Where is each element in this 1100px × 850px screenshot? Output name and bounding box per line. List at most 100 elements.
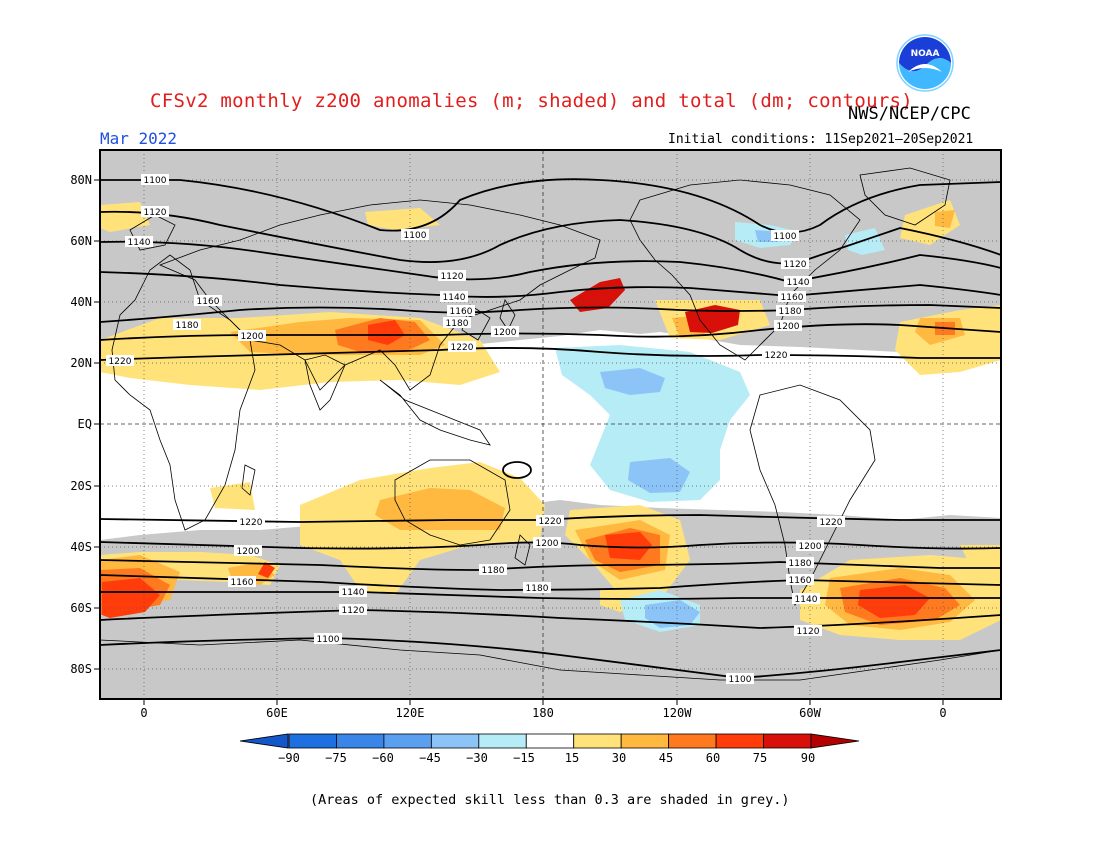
contour-label-1100-sh-2: 1100 xyxy=(726,673,754,685)
contour-1120-sh xyxy=(100,609,1001,629)
svg-text:1160: 1160 xyxy=(231,578,254,588)
map-plot-area: 1100 1100 1100 1120 1120 1120 1140 1140 … xyxy=(100,150,1001,699)
svg-text:1140: 1140 xyxy=(342,588,365,598)
contour-label-1220-sh-2: 1220 xyxy=(536,515,564,527)
svg-text:1100: 1100 xyxy=(317,635,340,645)
initial-conditions: Initial conditions: 11Sep2021–20Sep2021 xyxy=(668,132,974,147)
contour-1120-nh xyxy=(100,210,1001,265)
contour-label-1180-nh-2: 1180 xyxy=(443,317,471,329)
colorbar-cells xyxy=(288,733,812,749)
svg-text:1160: 1160 xyxy=(450,307,473,317)
colorbar-tick: −15 xyxy=(513,751,535,765)
contour-label-1200-nh-2: 1200 xyxy=(491,326,519,338)
contour-label-1100-nh: 1100 xyxy=(141,174,169,186)
contour-1160-sh xyxy=(100,574,1001,591)
lon-label-0-east: 0 xyxy=(939,706,946,720)
colorbar-tick: −60 xyxy=(372,751,394,765)
svg-text:1100: 1100 xyxy=(404,231,427,241)
contour-label-1180-nh: 1180 xyxy=(173,319,201,331)
contour-1220-sh xyxy=(100,514,1001,523)
colorbar-tick: 90 xyxy=(801,751,815,765)
lat-label-80n: 80N xyxy=(70,173,92,187)
contour-label-1180-sh-2: 1180 xyxy=(523,582,551,594)
svg-text:1200: 1200 xyxy=(536,539,559,549)
colorbar-low-extend xyxy=(239,733,289,749)
anomaly-negative-30-45 xyxy=(600,230,780,628)
lon-label-120e: 120E xyxy=(396,706,425,720)
contour-label-1220-nh: 1220 xyxy=(106,355,134,367)
svg-text:1120: 1120 xyxy=(797,627,820,637)
svg-text:1120: 1120 xyxy=(342,606,365,616)
colorbar-cell xyxy=(573,733,622,749)
colorbar-cell xyxy=(383,733,432,749)
contour-label-1100-nh-2: 1100 xyxy=(401,229,429,241)
logo-text: NOAA xyxy=(911,49,940,59)
colorbar-tick: −75 xyxy=(325,751,347,765)
colorbar-cell xyxy=(620,733,670,749)
svg-text:1220: 1220 xyxy=(109,357,132,367)
svg-text:1220: 1220 xyxy=(765,351,788,361)
coastline-eurasia xyxy=(158,199,601,391)
svg-text:1220: 1220 xyxy=(539,517,562,527)
contour-label-1140-sh: 1140 xyxy=(339,586,367,598)
contour-label-1120-nh-2: 1120 xyxy=(438,270,466,282)
noaa-logo: NOAA xyxy=(896,34,954,92)
map-title: CFSv2 monthly z200 anomalies (m; shaded)… xyxy=(150,90,914,112)
coastline-antarctica xyxy=(100,639,1001,681)
lon-label-180: 180 xyxy=(532,706,554,720)
contour-label-1160-sh-2: 1160 xyxy=(786,574,814,586)
colorbar-cell xyxy=(525,733,575,749)
contour-labels: 1100 1100 1100 1120 1120 1120 1140 1140 … xyxy=(106,174,845,685)
contour-closed-fiji xyxy=(502,461,532,479)
agency-label: NWS/NCEP/CPC xyxy=(848,104,971,124)
svg-text:1140: 1140 xyxy=(787,278,810,288)
lon-label-120w: 120W xyxy=(663,706,693,720)
coastline-north-america xyxy=(629,179,861,361)
lon-label-0-west: 0 xyxy=(140,706,147,720)
svg-text:1160: 1160 xyxy=(197,297,220,307)
contour-label-1180-sh-3: 1180 xyxy=(786,557,814,569)
coastline-madagascar xyxy=(241,464,256,496)
coastline-se-asia xyxy=(379,379,491,446)
longitude-labels: 0 60E 120E 180 120W 60W 0 xyxy=(140,706,946,720)
colorbar-cell xyxy=(336,733,385,749)
contour-label-1180-nh-3: 1180 xyxy=(776,305,804,317)
contour-label-1200-sh: 1200 xyxy=(234,545,262,557)
contour-label-1160-nh-2: 1160 xyxy=(447,305,475,317)
svg-text:1180: 1180 xyxy=(789,559,812,569)
lat-label-eq: EQ xyxy=(78,417,92,431)
colorbar-tick: 75 xyxy=(753,751,767,765)
lat-label-60n: 60N xyxy=(70,234,92,248)
contour-1100-nh xyxy=(100,178,1001,234)
contour-label-1220-nh-3: 1220 xyxy=(762,349,790,361)
svg-text:1140: 1140 xyxy=(795,595,818,605)
contour-1140-sh xyxy=(100,591,1001,600)
svg-text:1120: 1120 xyxy=(441,272,464,282)
svg-text:1160: 1160 xyxy=(781,293,804,303)
colorbar-cell xyxy=(763,733,812,749)
lat-label-40n: 40N xyxy=(70,295,92,309)
contour-label-1140-sh-2: 1140 xyxy=(792,593,820,605)
contour-1160-nh xyxy=(100,271,1001,298)
lat-label-20s: 20S xyxy=(70,479,92,493)
coastline-india xyxy=(304,354,346,411)
forecast-month: Mar 2022 xyxy=(100,129,178,148)
colorbar-tick: −90 xyxy=(278,751,300,765)
svg-text:1120: 1120 xyxy=(144,208,167,218)
colorbar-tick: 60 xyxy=(706,751,720,765)
graticule-major xyxy=(100,150,1001,699)
contour-label-1200-nh-3: 1200 xyxy=(774,320,802,332)
contour-label-1220-nh-2: 1220 xyxy=(448,341,476,353)
svg-text:1200: 1200 xyxy=(777,322,800,332)
contour-label-1140-nh-3: 1140 xyxy=(784,276,812,288)
contour-label-1160-nh-3: 1160 xyxy=(778,291,806,303)
colorbar-tick: 30 xyxy=(612,751,626,765)
colorbar-tick: −45 xyxy=(419,751,441,765)
svg-text:1200: 1200 xyxy=(241,332,264,342)
skill-note: (Areas of expected skill less than 0.3 a… xyxy=(310,792,790,808)
contour-label-1180-sh: 1180 xyxy=(479,564,507,576)
svg-text:1200: 1200 xyxy=(799,542,822,552)
contour-label-1140-nh-2: 1140 xyxy=(440,291,468,303)
coastline-australia xyxy=(394,459,511,546)
